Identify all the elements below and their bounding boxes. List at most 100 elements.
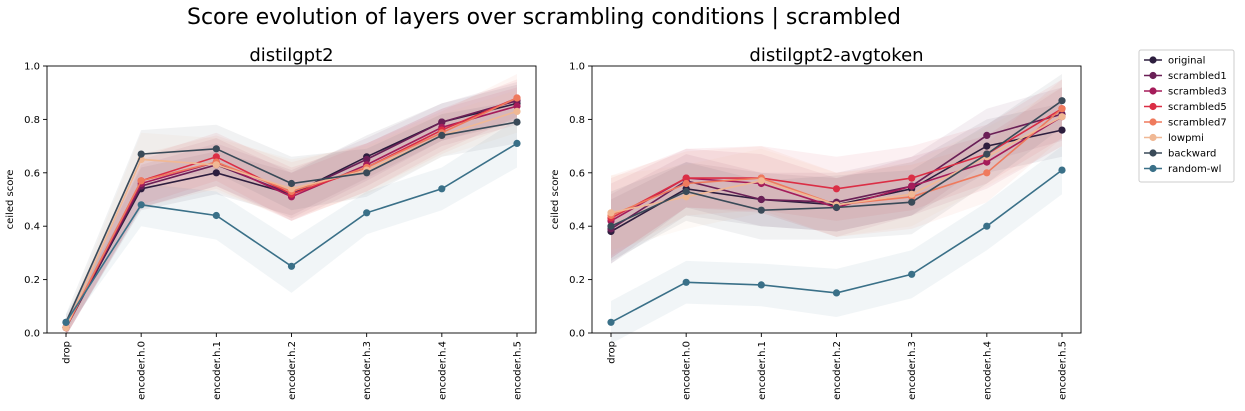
confidence-band-scrambled7 [611,79,1062,256]
data-point-lowpmi-encoder.h.3 [908,190,916,198]
chart-panel-1: 0.0 0.2 0.4 0.6 0.8 1.0 drop encoder.h.0 encoder… [5,45,537,400]
data-point-lowpmi-drop [62,324,70,332]
legend-label: scrambled5 [1168,102,1227,113]
data-point-lowpmi-drop [607,209,615,217]
y-tick-label: 0.6 [24,168,40,179]
x-tick-label: encoder.h.5 [513,341,524,400]
legend-marker-scrambled3 [1149,87,1157,95]
confidence-band-scrambled3 [611,87,1062,259]
data-point-lowpmi-encoder.h.1 [212,161,220,169]
data-point-backward-encoder.h.5 [513,118,521,126]
data-point-lowpmi-encoder.h.1 [757,177,765,185]
confidence-band-scrambled5 [611,79,1062,259]
legend-label: scrambled1 [1168,71,1227,82]
legend-marker-scrambled1 [1149,71,1157,80]
data-point-backward-encoder.h.0 [137,150,145,158]
legend-entry-scrambled5: scrambled5 [1144,102,1227,113]
legend-label: scrambled3 [1168,87,1227,98]
data-point-random-wl-encoder.h.2 [287,262,296,270]
x-tick-label: encoder.h.0 [682,341,693,400]
data-point-scrambled7-encoder.h.5 [1058,105,1066,113]
data-point-lowpmi-encoder.h.2 [287,185,296,193]
legend-label: original [1168,56,1205,67]
data-point-scrambled7-encoder.h.0 [682,179,690,188]
legend-label: lowpmi [1168,133,1204,144]
x-tick-label: encoder.h.1 [212,341,223,400]
data-point-backward-encoder.h.1 [212,145,220,153]
y-tick-label: 0.4 [24,222,40,233]
data-point-scrambled5-encoder.h.3 [908,174,916,182]
legend-marker-lowpmi [1149,133,1157,142]
legend-entry-scrambled3: scrambled3 [1144,87,1227,98]
data-point-scrambled1-encoder.h.4 [438,118,446,126]
x-tick-label: encoder.h.1 [757,341,768,400]
data-point-random-wl-encoder.h.5 [513,139,521,147]
legend-entry-random-wl: random-wl [1144,164,1221,175]
x-tick-label: encoder.h.2 [832,341,843,400]
y-tick-label: 0.4 [569,222,585,233]
confidence-band-original [66,84,517,336]
legend-label: scrambled7 [1168,118,1227,129]
x-tick-label: encoder.h.3 [907,341,918,400]
x-tick-label: encoder.h.3 [362,341,373,400]
data-point-random-wl-encoder.h.2 [832,289,841,297]
y-tick-label: 0.0 [24,329,40,340]
legend-marker-random-wl [1149,164,1157,173]
data-point-backward-encoder.h.3 [363,169,371,177]
legend-marker-scrambled5 [1149,102,1157,111]
legend-entry-scrambled7: scrambled7 [1144,118,1227,129]
legend-entry-backward: backward [1144,149,1216,160]
confidence-band-scrambled5 [66,79,517,336]
data-point-random-wl-drop [607,318,615,326]
data-point-random-wl-encoder.h.5 [1058,166,1066,174]
data-point-scrambled3-encoder.h.4 [983,158,991,166]
y-tick-label: 0.2 [24,275,40,286]
data-point-scrambled3-encoder.h.5 [513,102,521,110]
data-point-backward-encoder.h.1 [757,206,765,214]
data-point-lowpmi-encoder.h.0 [682,193,690,201]
confidence-band-original [611,103,1062,264]
data-point-backward-drop [607,222,615,230]
data-point-random-wl-encoder.h.1 [212,211,220,220]
data-point-random-wl-encoder.h.1 [757,281,765,289]
chart-panels: 0.0 0.2 0.4 0.6 0.8 1.0 drop encoder.h.0 encoder… [5,45,1082,400]
y-tick-label: 1.0 [24,62,40,73]
data-point-scrambled5-encoder.h.1 [212,153,220,161]
figure-title: Score evolution of layers over scramblin… [187,5,901,30]
data-point-scrambled5-encoder.h.0 [682,174,690,182]
data-point-scrambled5-encoder.h.2 [832,185,841,193]
x-tick-label: drop [62,341,73,364]
y-tick-label: 0.8 [569,115,585,126]
data-point-random-wl-encoder.h.0 [682,278,690,286]
data-point-backward-encoder.h.4 [438,131,446,139]
data-point-backward-encoder.h.5 [1058,97,1066,105]
x-tick-label: drop [607,341,618,364]
data-point-original-encoder.h.1 [212,169,220,177]
legend-marker-original [1149,56,1157,64]
data-point-original-encoder.h.5 [1058,126,1066,134]
y-tick-label: 0.8 [24,115,40,126]
legend-marker-backward [1149,149,1157,157]
confidence-band-scrambled1 [611,87,1062,264]
data-point-random-wl-encoder.h.4 [438,185,446,193]
data-point-original-encoder.h.4 [983,142,991,150]
data-point-backward-encoder.h.4 [983,150,991,158]
confidence-band-random-wl [611,146,1062,344]
legend-frame [1138,49,1235,183]
data-point-lowpmi-encoder.h.5 [513,107,521,115]
confidence-band-backward [66,100,517,331]
confidence-band-random-wl [66,119,517,331]
x-tick-label: encoder.h.2 [287,341,298,400]
data-point-scrambled1-encoder.h.1 [757,195,765,204]
legend-entry-scrambled1: scrambled1 [1144,71,1227,82]
confidence-band-backward [611,74,1062,261]
x-tick-label: encoder.h.0 [137,341,148,400]
data-point-backward-encoder.h.3 [908,198,916,206]
confidence-band-lowpmi [611,87,1062,251]
data-point-scrambled1-encoder.h.4 [983,131,991,139]
data-point-random-wl-encoder.h.0 [137,201,145,209]
data-point-random-wl-encoder.h.4 [983,222,991,230]
y-tick-label: 0.2 [569,275,585,286]
x-tick-label: encoder.h.5 [1058,341,1069,400]
legend-label: backward [1168,149,1216,160]
